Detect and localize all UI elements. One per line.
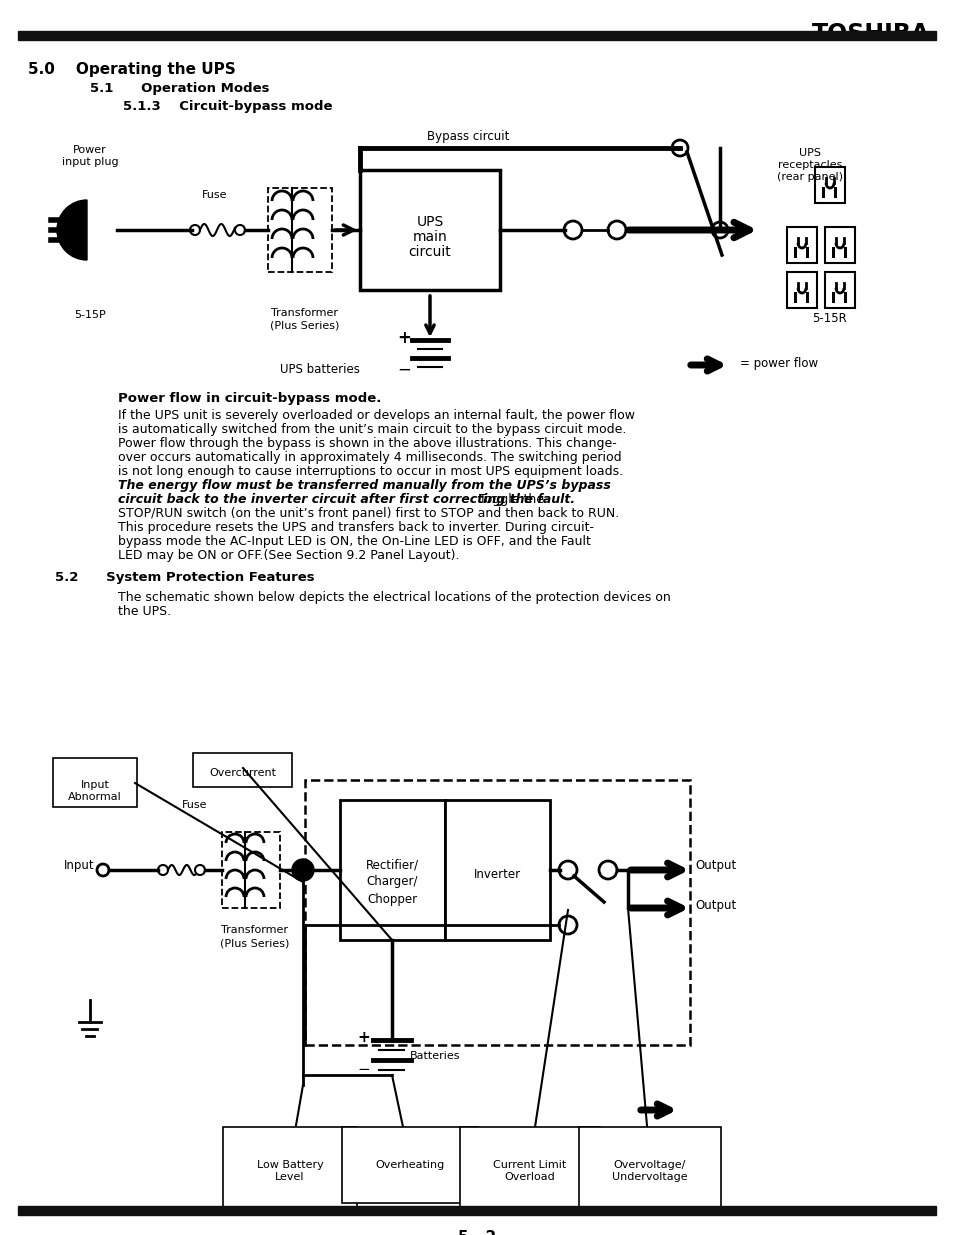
Text: Input
Abnormal: Input Abnormal xyxy=(68,781,122,802)
Text: circuit back to the inverter circuit after first correcting the fault.: circuit back to the inverter circuit aft… xyxy=(118,493,575,506)
Text: The energy flow must be transferred manually from the UPS’s bypass: The energy flow must be transferred manu… xyxy=(118,479,610,492)
Text: STOP/RUN switch (on the unit’s front panel) first to STOP and then back to RUN.: STOP/RUN switch (on the unit’s front pan… xyxy=(118,508,618,520)
Bar xyxy=(18,31,935,40)
Text: 5.1.3    Circuit-bypass mode: 5.1.3 Circuit-bypass mode xyxy=(123,100,333,112)
Text: UPS batteries: UPS batteries xyxy=(280,363,359,375)
Text: 5.0    Operating the UPS: 5.0 Operating the UPS xyxy=(28,62,235,77)
Text: Overheating: Overheating xyxy=(375,1160,444,1170)
Text: 5-15P: 5-15P xyxy=(74,310,106,320)
Circle shape xyxy=(292,860,314,881)
Bar xyxy=(832,247,835,258)
Text: Output: Output xyxy=(695,858,736,872)
Text: is not long enough to cause interruptions to occur in most UPS equipment loads.: is not long enough to cause interruption… xyxy=(118,466,622,478)
Bar xyxy=(444,800,550,940)
Text: input plug: input plug xyxy=(62,157,118,167)
Bar xyxy=(794,247,797,258)
Text: +: + xyxy=(357,1030,370,1045)
Text: Charger/: Charger/ xyxy=(366,876,417,888)
Text: 5 - 2: 5 - 2 xyxy=(457,1230,496,1235)
FancyBboxPatch shape xyxy=(814,167,844,203)
Text: bypass mode the AC-Input LED is ON, the On-Line LED is OFF, and the Fault: bypass mode the AC-Input LED is ON, the … xyxy=(118,535,590,548)
FancyBboxPatch shape xyxy=(824,272,854,308)
Bar xyxy=(805,247,809,258)
Text: over occurs automatically in approximately 4 milliseconds. The switching period: over occurs automatically in approximate… xyxy=(118,451,621,464)
Text: The schematic shown below depicts the electrical locations of the protection dev: The schematic shown below depicts the el… xyxy=(118,592,670,604)
Bar xyxy=(339,800,444,940)
Text: Overcurrent: Overcurrent xyxy=(210,768,276,778)
Text: Overvoltage/
Undervoltage: Overvoltage/ Undervoltage xyxy=(612,1160,687,1182)
Bar xyxy=(832,291,835,303)
Text: Toggle the: Toggle the xyxy=(475,493,543,506)
Text: Batteries: Batteries xyxy=(410,1051,460,1061)
Bar xyxy=(794,291,797,303)
Text: 5.2      System Protection Features: 5.2 System Protection Features xyxy=(55,571,314,584)
Text: is automatically switched from the unit’s main circuit to the bypass circuit mod: is automatically switched from the unit’… xyxy=(118,424,626,436)
Bar xyxy=(268,188,332,272)
Bar xyxy=(834,186,837,198)
FancyBboxPatch shape xyxy=(53,758,137,806)
Text: Chopper: Chopper xyxy=(367,893,416,905)
FancyBboxPatch shape xyxy=(786,272,816,308)
Text: LED may be ON or OFF.(See Section 9.2 Panel Layout).: LED may be ON or OFF.(See Section 9.2 Pa… xyxy=(118,550,459,562)
Text: receptacles: receptacles xyxy=(777,161,841,170)
Text: 5-15R: 5-15R xyxy=(812,312,846,325)
Text: UPS: UPS xyxy=(799,148,821,158)
Text: Transformer: Transformer xyxy=(221,925,288,935)
Text: −: − xyxy=(357,1062,370,1077)
Text: Power: Power xyxy=(73,144,107,156)
Text: circuit: circuit xyxy=(408,245,451,259)
Text: (Plus Series): (Plus Series) xyxy=(270,320,339,330)
Bar xyxy=(843,291,846,303)
Text: Input: Input xyxy=(64,858,95,872)
Text: the UPS.: the UPS. xyxy=(118,605,171,618)
Text: Transformer: Transformer xyxy=(272,308,338,317)
Text: Power flow through the bypass is shown in the above illustrations. This change-: Power flow through the bypass is shown i… xyxy=(118,437,616,450)
Text: Rectifier/: Rectifier/ xyxy=(365,858,418,872)
Text: UPS: UPS xyxy=(416,215,443,228)
Text: If the UPS unit is severely overloaded or develops an internal fault, the power : If the UPS unit is severely overloaded o… xyxy=(118,409,635,422)
FancyBboxPatch shape xyxy=(193,753,292,787)
Text: This procedure resets the UPS and transfers back to inverter. During circuit-: This procedure resets the UPS and transf… xyxy=(118,521,594,534)
Text: Fuse: Fuse xyxy=(182,800,208,810)
Text: −: − xyxy=(396,361,411,379)
Bar xyxy=(359,170,499,290)
Bar xyxy=(222,832,280,908)
Text: main: main xyxy=(413,230,447,245)
Text: Output: Output xyxy=(695,899,736,911)
Text: Bypass circuit: Bypass circuit xyxy=(426,130,509,143)
FancyBboxPatch shape xyxy=(786,227,816,263)
Text: Current Limit
Overload: Current Limit Overload xyxy=(493,1160,566,1182)
Bar xyxy=(18,1207,935,1215)
Text: (rear panel): (rear panel) xyxy=(776,172,842,182)
Text: Low Battery
Level: Low Battery Level xyxy=(256,1160,323,1182)
Text: +: + xyxy=(396,329,411,347)
Bar xyxy=(821,186,824,198)
Bar xyxy=(305,781,689,1045)
Text: (Plus Series): (Plus Series) xyxy=(220,939,290,948)
Bar xyxy=(805,291,809,303)
Bar xyxy=(843,247,846,258)
Text: = power flow: = power flow xyxy=(740,357,818,370)
Text: Fuse: Fuse xyxy=(202,190,228,200)
Text: Inverter: Inverter xyxy=(473,868,520,882)
Text: 5.1      Operation Modes: 5.1 Operation Modes xyxy=(90,82,269,95)
Text: Power flow in circuit-bypass mode.: Power flow in circuit-bypass mode. xyxy=(118,391,381,405)
Text: TOSHIBA: TOSHIBA xyxy=(811,22,929,46)
Wedge shape xyxy=(57,200,87,261)
FancyBboxPatch shape xyxy=(824,227,854,263)
